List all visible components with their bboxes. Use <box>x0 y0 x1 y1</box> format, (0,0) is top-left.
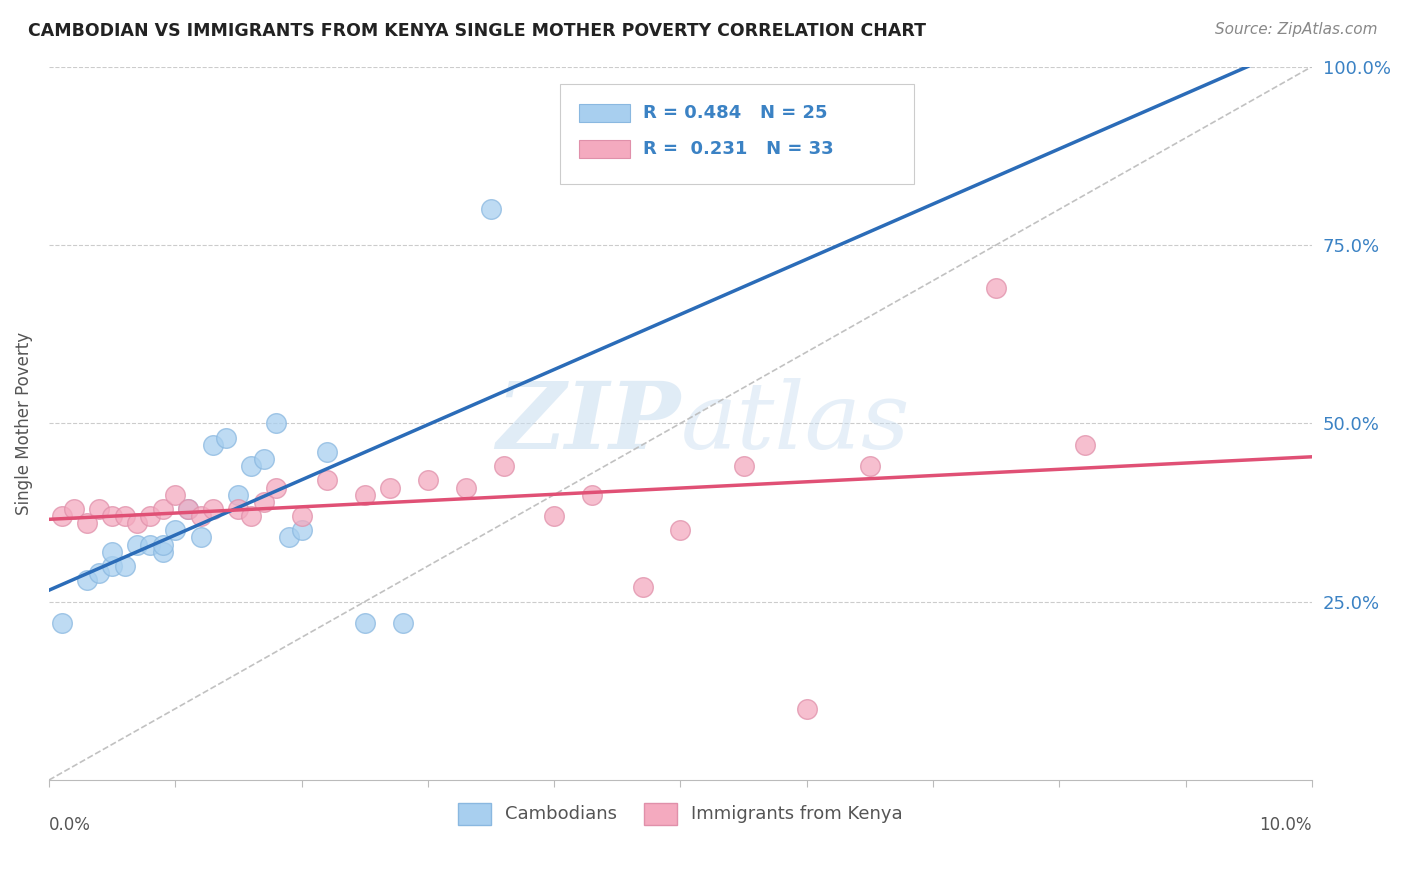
Point <box>669 524 692 538</box>
Text: Source: ZipAtlas.com: Source: ZipAtlas.com <box>1215 22 1378 37</box>
Point <box>543 509 565 524</box>
Point <box>253 452 276 467</box>
Point <box>290 509 312 524</box>
Point <box>101 559 124 574</box>
Point <box>631 581 654 595</box>
Point <box>492 459 515 474</box>
FancyBboxPatch shape <box>561 85 914 185</box>
Point <box>63 502 86 516</box>
Point <box>152 545 174 559</box>
Point <box>127 538 149 552</box>
Point <box>152 502 174 516</box>
Legend: Cambodians, Immigrants from Kenya: Cambodians, Immigrants from Kenya <box>458 803 903 824</box>
Point <box>127 516 149 531</box>
Point <box>202 502 225 516</box>
Point <box>454 481 477 495</box>
Point <box>89 502 111 516</box>
Text: CAMBODIAN VS IMMIGRANTS FROM KENYA SINGLE MOTHER POVERTY CORRELATION CHART: CAMBODIAN VS IMMIGRANTS FROM KENYA SINGL… <box>28 22 927 40</box>
Point <box>315 474 337 488</box>
Point <box>479 202 502 217</box>
Point <box>733 459 755 474</box>
Text: R = 0.484   N = 25: R = 0.484 N = 25 <box>643 104 827 122</box>
Point <box>228 502 250 516</box>
Text: 0.0%: 0.0% <box>49 815 91 834</box>
Point <box>177 502 200 516</box>
Point <box>114 559 136 574</box>
Point <box>581 488 603 502</box>
Point <box>101 545 124 559</box>
Point <box>152 538 174 552</box>
Point <box>76 574 98 588</box>
Text: R =  0.231   N = 33: R = 0.231 N = 33 <box>643 140 834 158</box>
Point <box>165 488 187 502</box>
Point <box>139 509 162 524</box>
Point <box>315 445 337 459</box>
Point <box>290 524 312 538</box>
Point <box>190 509 212 524</box>
Point <box>986 281 1008 295</box>
Y-axis label: Single Mother Poverty: Single Mother Poverty <box>15 332 32 515</box>
Point <box>266 481 288 495</box>
Point <box>266 417 288 431</box>
Bar <box>579 104 630 122</box>
Point <box>177 502 200 516</box>
Point <box>378 481 401 495</box>
Point <box>796 702 818 716</box>
Point <box>76 516 98 531</box>
Point <box>165 524 187 538</box>
Point <box>139 538 162 552</box>
Point <box>353 616 375 631</box>
Point <box>353 488 375 502</box>
Point <box>114 509 136 524</box>
Point <box>240 509 263 524</box>
Text: 10.0%: 10.0% <box>1260 815 1312 834</box>
Point <box>253 495 276 509</box>
Text: ZIP: ZIP <box>496 378 681 468</box>
Point <box>859 459 882 474</box>
Bar <box>579 140 630 158</box>
Point <box>51 616 73 631</box>
Point <box>202 438 225 452</box>
Point <box>215 431 238 445</box>
Point <box>101 509 124 524</box>
Text: atlas: atlas <box>681 378 910 468</box>
Point <box>89 566 111 581</box>
Point <box>228 488 250 502</box>
Point <box>240 459 263 474</box>
Point <box>416 474 439 488</box>
Point <box>1073 438 1095 452</box>
Point <box>190 531 212 545</box>
Point <box>391 616 413 631</box>
Point <box>51 509 73 524</box>
Point <box>277 531 299 545</box>
